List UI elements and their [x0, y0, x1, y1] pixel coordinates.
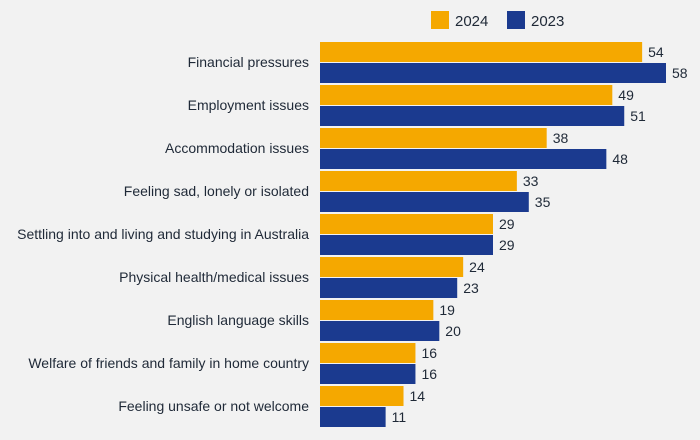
value-label-2024-settling-into-and-living-and-studying-in-australia: 29 — [499, 216, 515, 232]
bars — [320, 42, 666, 427]
value-label-2024-financial-pressures: 54 — [648, 44, 664, 60]
category-label-english-language-skills: English language skills — [167, 312, 309, 328]
value-label-2024-feeling-unsafe-or-not-welcome: 14 — [410, 388, 426, 404]
value-label-2023-feeling-sad-lonely-or-isolated: 35 — [535, 194, 551, 210]
bar-2024-accommodation-issues — [320, 128, 547, 148]
bar-2024-financial-pressures — [320, 42, 643, 62]
value-label-2024-employment-issues: 49 — [618, 87, 634, 103]
category-label-physical-health-medical-issues: Physical health/medical issues — [119, 269, 309, 285]
value-label-2024-physical-health-medical-issues: 24 — [469, 259, 485, 275]
value-label-2023-settling-into-and-living-and-studying-in-australia: 29 — [499, 237, 515, 253]
category-label-employment-issues: Employment issues — [188, 97, 309, 113]
bar-2024-physical-health-medical-issues — [320, 257, 464, 277]
legend-label-2024: 2024 — [455, 13, 488, 30]
category-label-settling-into-and-living-and-studying-in-australia: Settling into and living and studying in… — [17, 226, 309, 242]
bar-2023-feeling-sad-lonely-or-isolated — [320, 192, 529, 212]
bar-2023-settling-into-and-living-and-studying-in-australia — [320, 235, 493, 255]
bar-2024-english-language-skills — [320, 300, 434, 320]
bar-2023-employment-issues — [320, 106, 625, 126]
value-label-2023-physical-health-medical-issues: 23 — [463, 280, 479, 296]
category-label-accommodation-issues: Accommodation issues — [165, 140, 309, 156]
value-label-2024-english-language-skills: 19 — [439, 302, 455, 318]
bar-2023-english-language-skills — [320, 321, 440, 341]
category-labels: Financial pressures Employment issues Acco… — [17, 54, 309, 414]
legend-swatch-2023 — [507, 11, 525, 29]
bar-2024-feeling-sad-lonely-or-isolated — [320, 171, 517, 191]
value-label-2024-accommodation-issues: 38 — [553, 130, 569, 146]
legend-swatch-2024 — [431, 11, 449, 29]
value-label-2023-employment-issues: 51 — [630, 108, 646, 124]
bar-2024-welfare-of-friends-and-family-in-home-country — [320, 343, 416, 363]
bar-2023-physical-health-medical-issues — [320, 278, 458, 298]
category-label-welfare-of-friends-and-family-in-home-country: Welfare of friends and family in home co… — [28, 355, 309, 371]
category-label-feeling-unsafe-or-not-welcome: Feeling unsafe or not welcome — [118, 398, 309, 414]
value-label-2023-financial-pressures: 58 — [672, 65, 688, 81]
value-label-2023-welfare-of-friends-and-family-in-home-country: 16 — [421, 366, 437, 382]
bar-2024-employment-issues — [320, 85, 613, 105]
bar-2023-financial-pressures — [320, 63, 666, 83]
bar-2023-feeling-unsafe-or-not-welcome — [320, 407, 386, 427]
category-label-feeling-sad-lonely-or-isolated: Feeling sad, lonely or isolated — [124, 183, 309, 199]
bar-2023-accommodation-issues — [320, 149, 607, 169]
legend-label-2023: 2023 — [531, 13, 564, 30]
legend: 2024 2023 — [431, 11, 564, 30]
bar-2023-welfare-of-friends-and-family-in-home-country — [320, 364, 416, 384]
value-label-2023-accommodation-issues: 48 — [612, 151, 628, 167]
value-label-2024-feeling-sad-lonely-or-isolated: 33 — [523, 173, 539, 189]
value-label-2023-feeling-unsafe-or-not-welcome: 11 — [392, 409, 407, 425]
value-label-2024-welfare-of-friends-and-family-in-home-country: 16 — [421, 345, 437, 361]
value-label-2023-english-language-skills: 20 — [445, 323, 461, 339]
category-label-financial-pressures: Financial pressures — [188, 54, 309, 70]
bar-2024-feeling-unsafe-or-not-welcome — [320, 386, 404, 406]
bar-2024-settling-into-and-living-and-studying-in-australia — [320, 214, 493, 234]
